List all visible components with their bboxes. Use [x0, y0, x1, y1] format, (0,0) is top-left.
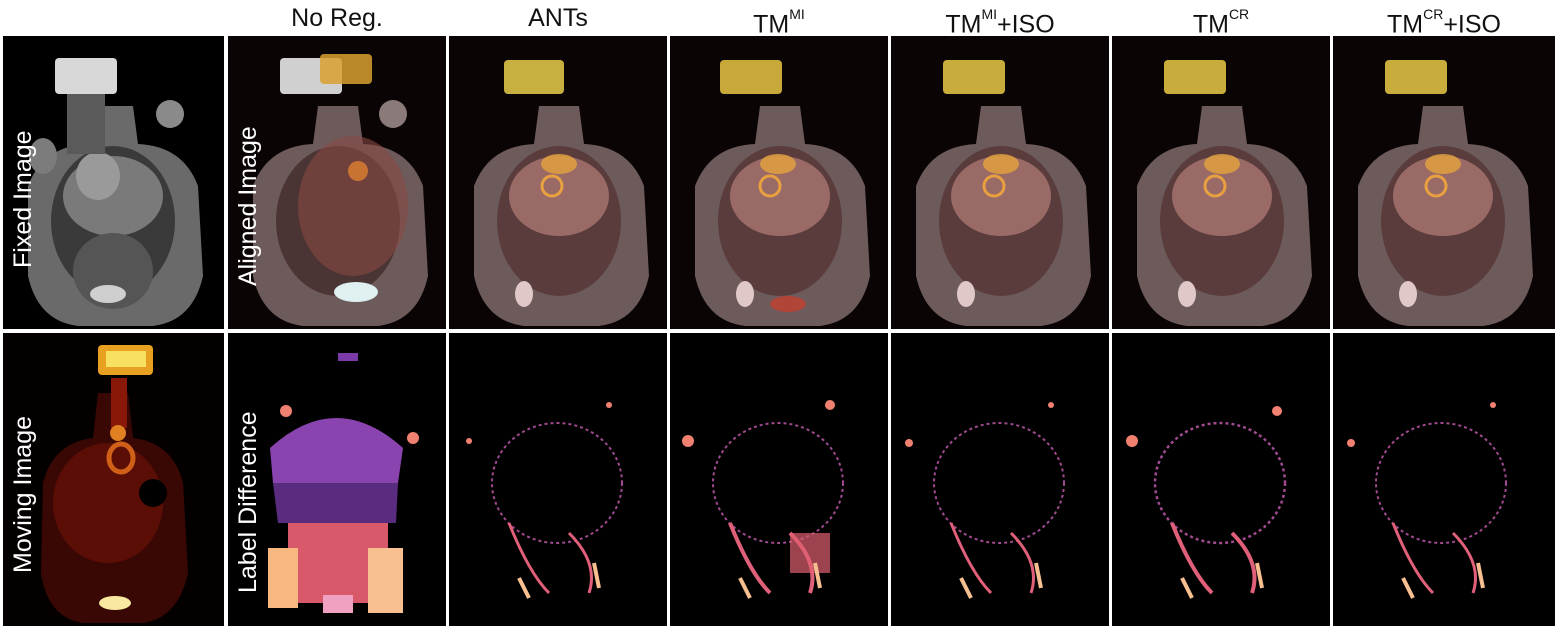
label-diff-no-reg-panel: Label Difference	[228, 333, 446, 626]
aligned-tm-cr-iso-image	[1333, 36, 1555, 329]
label-diff-tm-cr-iso-panel	[1333, 333, 1555, 626]
aligned-no-reg-panel: Aligned Image	[228, 36, 446, 329]
label-diff-tm-cr-iso-image	[1333, 333, 1555, 626]
row-label-fixed: Fixed Image	[9, 130, 37, 268]
header-ants-base: ANTs	[528, 4, 588, 32]
label-diff-tm-mi-panel	[670, 333, 888, 626]
header-no-reg-base: No Reg.	[291, 4, 383, 32]
row-label-label-diff: Label Difference	[234, 411, 262, 593]
aligned-tm-cr-iso-panel	[1333, 36, 1555, 329]
header-no-reg: No Reg.	[228, 2, 446, 34]
header-tm-cr-iso-base: TM	[1386, 10, 1424, 39]
aligned-tm-cr-panel	[1112, 36, 1330, 329]
aligned-tm-mi-iso-panel	[891, 36, 1109, 329]
label-diff-tm-cr-image	[1112, 333, 1330, 626]
header-tm-mi-iso-sup: MI	[981, 6, 997, 22]
header-tm-mi-sup: MI	[789, 6, 805, 22]
aligned-no-reg-image	[228, 36, 446, 329]
moving-image-panel: Moving Image	[3, 333, 224, 626]
header-tm-mi-iso-suffix: +ISO	[997, 10, 1055, 39]
header-tm-cr-iso: TMCR+ISO	[1333, 2, 1555, 38]
header-tm-cr: TMCR	[1112, 2, 1330, 38]
label-diff-tm-mi-iso-panel	[891, 333, 1109, 626]
fixed-image-ct	[3, 36, 224, 329]
label-diff-ants-panel	[449, 333, 667, 626]
header-tm-mi-iso-base: TM	[945, 10, 982, 39]
fixed-image-panel: Fixed Image	[3, 36, 224, 329]
label-diff-tm-mi-image	[670, 333, 888, 626]
header-tm-cr-iso-sup: CR	[1423, 6, 1444, 22]
row-label-moving: Moving Image	[9, 415, 37, 573]
label-diff-tm-mi-iso-image	[891, 333, 1109, 626]
header-tm-cr-base: TM	[1192, 10, 1229, 39]
aligned-tm-cr-image	[1112, 36, 1330, 329]
row-label-aligned: Aligned Image	[234, 126, 262, 286]
header-tm-mi-base: TM	[753, 10, 790, 39]
label-diff-no-reg-image	[228, 333, 446, 626]
header-ants: ANTs	[449, 2, 667, 34]
aligned-ants-panel	[449, 36, 667, 329]
aligned-tm-mi-image	[670, 36, 888, 329]
aligned-ants-image	[449, 36, 667, 329]
header-tm-mi-iso: TMMI+ISO	[891, 2, 1109, 38]
aligned-tm-mi-panel	[670, 36, 888, 329]
aligned-tm-mi-iso-image	[891, 36, 1109, 329]
header-tm-cr-iso-suffix: +ISO	[1443, 10, 1501, 39]
label-diff-tm-cr-panel	[1112, 333, 1330, 626]
header-tm-cr-sup: CR	[1228, 6, 1250, 22]
header-tm-mi: TMMI	[670, 2, 888, 38]
label-diff-ants-image	[449, 333, 667, 626]
moving-image-pet	[3, 333, 224, 626]
